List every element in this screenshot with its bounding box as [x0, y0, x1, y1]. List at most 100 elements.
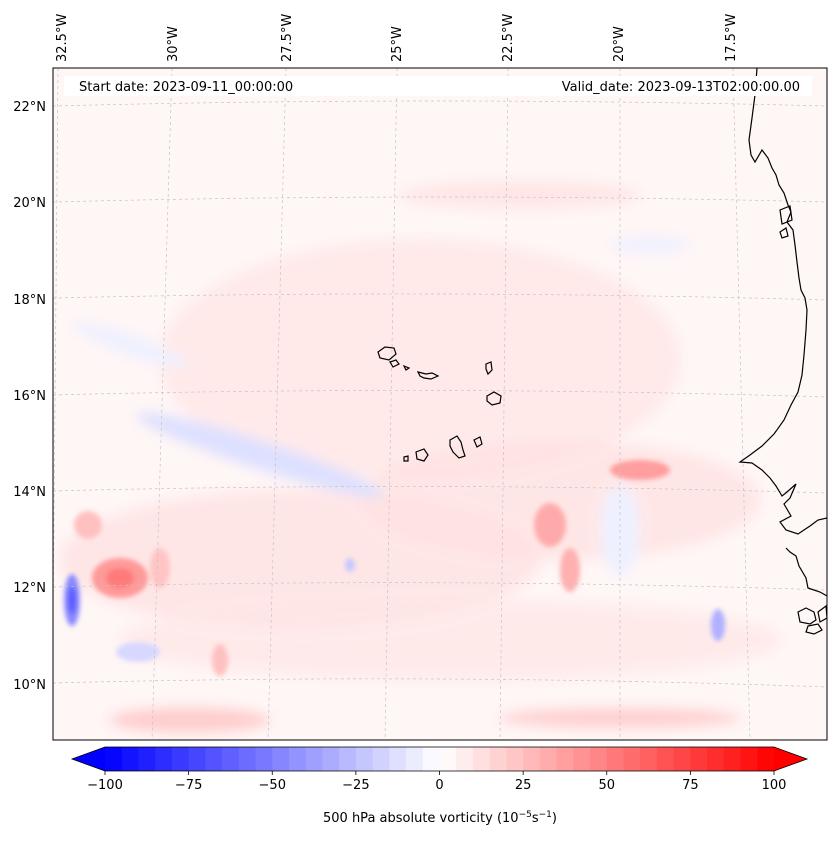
- colorbar-units-open: (10: [497, 811, 519, 826]
- lon-label: 30°W: [166, 26, 181, 62]
- lon-label: 25°W: [390, 26, 405, 62]
- colorbar-tick-label: 50: [598, 778, 615, 793]
- lat-label: 18°N: [13, 293, 46, 308]
- map-frame: [52, 67, 828, 741]
- cape-verde-islands: [377, 346, 502, 462]
- lon-label: 17.5°W: [724, 14, 739, 62]
- island-sal: [485, 361, 493, 376]
- island-coast: [797, 607, 817, 625]
- africa-coast-south: [785, 547, 827, 597]
- vorticity-negative-area: [136, 412, 384, 498]
- island-santo-antao: [377, 346, 397, 361]
- start-date-label: Start date: 2023-09-11_00:00:00: [79, 80, 293, 95]
- colorbar-segment: [205, 747, 223, 771]
- colorbar-caption: 500 hPa absolute vorticity (10−5s−1): [323, 810, 557, 826]
- vorticity-min: [345, 558, 355, 572]
- colorbar-segment: [690, 747, 708, 771]
- vorticity-max: [106, 568, 134, 588]
- colorbar-variable: 500 hPa absolute vorticity: [323, 811, 493, 826]
- colorbar-tick-label: 100: [762, 778, 787, 793]
- colorbar-segment: [372, 747, 390, 771]
- coastline: [738, 68, 827, 635]
- vorticity-max: [560, 548, 580, 592]
- colorbar-segment: [506, 747, 524, 771]
- colorbar-segment: [322, 747, 340, 771]
- lat-label: 12°N: [13, 581, 46, 596]
- vorticity-min: [711, 609, 725, 641]
- colorbar-tick-label: −100: [87, 778, 123, 793]
- colorbar-segment: [640, 747, 658, 771]
- colorbar-segment: [339, 747, 357, 771]
- colorbar-extend-max: [774, 747, 807, 771]
- colorbar-segment: [222, 747, 240, 771]
- colorbar: [70, 746, 809, 772]
- island-sao-vicente: [389, 359, 400, 368]
- vorticity-max: [150, 548, 170, 588]
- lat-label: 22°N: [13, 100, 46, 115]
- vorticity-max: [74, 511, 102, 539]
- colorbar-segment: [155, 747, 173, 771]
- date-label-band: [64, 76, 812, 96]
- colorbar-segment: [105, 747, 123, 771]
- colorbar-segment: [255, 747, 273, 771]
- vorticity-min: [116, 642, 160, 662]
- colorbar-segment: [723, 747, 742, 771]
- colorbar-units-exp1: −5: [519, 810, 532, 820]
- longitude-labels: 32.5°W 30°W 27.5°W 25°W 22.5°W 20°W 17.5…: [55, 14, 739, 62]
- island-coast: [805, 623, 823, 635]
- colorbar-segment: [272, 747, 290, 771]
- colorbar-segment: [472, 747, 491, 771]
- gridlines: [53, 68, 827, 740]
- colorbar-segment: [439, 747, 457, 771]
- colorbar-segment: [673, 747, 691, 771]
- colorbar-units-close: ): [552, 811, 557, 826]
- latitude-labels: 22°N 20°N 18°N 16°N 14°N 12°N 10°N: [13, 100, 46, 693]
- lat-label: 14°N: [13, 485, 46, 500]
- colorbar-segment: [138, 747, 156, 771]
- lat-label: 20°N: [13, 196, 46, 211]
- vorticity-positive-area: [160, 240, 680, 480]
- island-santiago: [449, 435, 466, 459]
- vorticity-field: [60, 181, 780, 732]
- colorbar-segment: [523, 747, 541, 771]
- colorbar-segment: [590, 747, 608, 771]
- valid-date-label: Valid_date: 2023-09-13T02:00:00.00: [562, 80, 800, 95]
- colorbar-tick-label: −50: [259, 778, 286, 793]
- colorbar-segment: [389, 747, 407, 771]
- vorticity-max: [534, 503, 566, 547]
- colorbar-tick-label: 0: [435, 778, 443, 793]
- lon-label: 22.5°W: [501, 14, 516, 62]
- island-fogo: [415, 448, 429, 462]
- colorbar-segment: [406, 747, 424, 771]
- island-santa-luzia: [402, 364, 411, 371]
- vorticity-positive-area: [120, 600, 780, 680]
- colorbar-segment: [238, 747, 257, 771]
- vorticity-max: [610, 460, 670, 480]
- colorbar-segment: [188, 747, 206, 771]
- colorbar-ticks: −100 −75 −50 −25 0 25 50 75 100: [87, 771, 786, 793]
- colorbar-segment: [606, 747, 624, 771]
- colorbar-tick-label: −25: [342, 778, 369, 793]
- vorticity-negative-area: [73, 322, 187, 368]
- vorticity-max: [212, 644, 228, 676]
- colorbar-segment: [556, 747, 574, 771]
- colorbar-segment: [171, 747, 190, 771]
- colorbar-segment: [539, 747, 558, 771]
- colorbar-segment: [740, 747, 758, 771]
- island-coast: [779, 205, 793, 225]
- colorbar-segment: [121, 747, 139, 771]
- colorbar-segment: [489, 747, 507, 771]
- colorbar-segment: [288, 747, 307, 771]
- colorbar-segment: [355, 747, 374, 771]
- colorbar-units-mid: s: [532, 811, 539, 826]
- island-maio: [473, 436, 483, 448]
- africa-coast: [738, 68, 827, 535]
- colorbar-segment: [707, 747, 725, 771]
- island-sao-nicolau: [416, 371, 440, 380]
- island-brava: [403, 455, 409, 462]
- lon-label: 27.5°W: [280, 14, 295, 62]
- colorbar-units-exp2: −1: [539, 810, 552, 820]
- island-coast: [779, 227, 789, 239]
- lon-label: 20°W: [612, 26, 627, 62]
